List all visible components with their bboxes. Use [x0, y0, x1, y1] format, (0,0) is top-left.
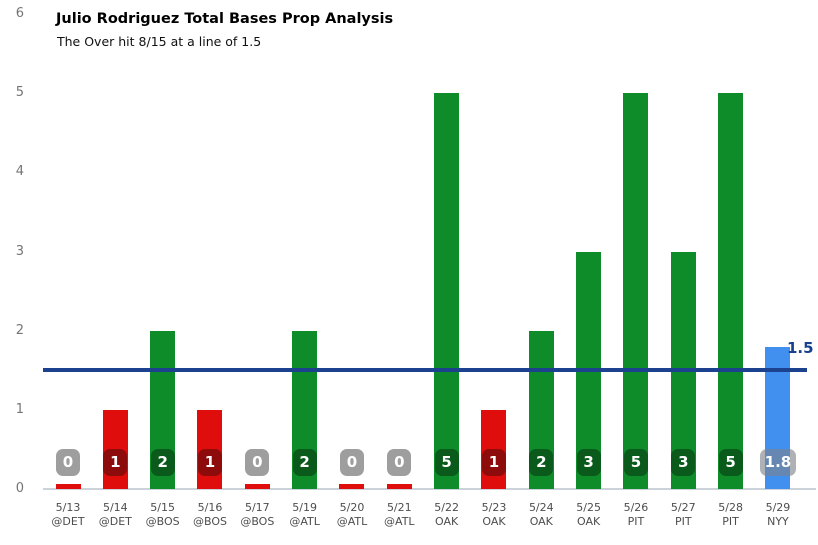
- game-bar[interactable]: [339, 484, 365, 489]
- x-axis-date: 5/25: [576, 501, 601, 514]
- x-axis-label: 5/23 OAK: [462, 501, 526, 529]
- bar-value-badge: 2: [529, 449, 554, 476]
- bar-value-badge: 2: [150, 449, 175, 476]
- x-axis-opponent: OAK: [482, 515, 506, 528]
- y-axis-tick: 2: [15, 322, 24, 338]
- x-axis-label: 5/26 PIT: [604, 501, 668, 529]
- bar-value-badge: 0: [387, 449, 412, 476]
- x-axis-date: 5/13: [55, 501, 81, 514]
- x-axis-opponent: @DET: [51, 515, 85, 528]
- x-axis-date: 5/26: [623, 501, 649, 514]
- x-axis-opponent: PIT: [674, 515, 692, 528]
- x-axis-opponent: OAK: [435, 515, 459, 528]
- x-axis-opponent: PIT: [627, 515, 645, 528]
- y-axis-tick: 3: [15, 243, 24, 259]
- x-axis-date: 5/20: [339, 501, 365, 514]
- x-axis-opponent: @ATL: [336, 515, 368, 528]
- x-axis-line: [43, 488, 816, 490]
- x-axis-opponent: @ATL: [384, 515, 415, 528]
- bar-value-badge: 1: [481, 449, 506, 476]
- y-axis-tick: 6: [15, 6, 24, 21]
- game-bar[interactable]: [623, 93, 649, 489]
- y-axis-tick: 0: [15, 481, 24, 496]
- bar-value-badge: 5: [718, 449, 743, 476]
- y-axis-tick: 5: [15, 85, 24, 101]
- x-axis-date: 5/27: [670, 501, 696, 514]
- x-axis-label: 5/21 @ATL: [367, 501, 431, 529]
- x-axis-date: 5/21: [386, 501, 412, 514]
- x-axis-date: 5/16: [197, 501, 223, 514]
- x-axis-label: 5/29 NYY: [746, 501, 810, 529]
- x-axis-label: 5/27 PIT: [651, 501, 715, 529]
- x-axis-date: 5/19: [292, 501, 317, 514]
- x-axis-label: 5/19 @ATL: [273, 501, 337, 529]
- y-axis-tick: 4: [15, 164, 24, 180]
- y-axis-tick: 1: [15, 401, 24, 417]
- x-axis-opponent: PIT: [722, 515, 739, 528]
- x-axis-date: 5/15: [150, 501, 175, 514]
- x-axis-opponent: @BOS: [192, 515, 227, 528]
- x-axis-opponent: OAK: [529, 515, 553, 528]
- page-subtitle: The Over hit 8/15 at a line of 1.5: [57, 34, 262, 49]
- prop-line: [43, 368, 807, 373]
- x-axis-opponent: OAK: [577, 515, 601, 528]
- x-axis-date: 5/29: [765, 501, 791, 514]
- x-axis-label: 5/17 @BOS: [225, 501, 289, 529]
- x-axis-opponent: NYY: [767, 515, 789, 528]
- bar-value-badge: 0: [339, 449, 364, 476]
- game-bar[interactable]: [386, 484, 412, 489]
- prop-line-label: 1.5: [787, 339, 814, 357]
- bar-value-badge: 1: [197, 449, 222, 476]
- x-axis-date: 5/28: [718, 501, 743, 514]
- bar-value-badge: 0: [245, 449, 270, 476]
- game-bar[interactable]: [434, 93, 460, 489]
- x-axis-opponent: @BOS: [145, 515, 180, 528]
- game-bar[interactable]: [718, 93, 744, 489]
- x-axis-label: 5/24 OAK: [509, 501, 573, 529]
- x-axis-label: 5/14 @DET: [83, 501, 147, 529]
- bar-value-badge: 0: [56, 449, 80, 476]
- x-axis-opponent: @ATL: [289, 515, 320, 528]
- x-axis-opponent: @DET: [98, 515, 132, 528]
- x-axis-date: 5/14: [102, 501, 128, 514]
- bar-value-badge: 5: [434, 449, 459, 476]
- bar-value-badge: 5: [623, 449, 648, 476]
- x-axis-label: 5/28 PIT: [699, 501, 763, 529]
- game-bar[interactable]: [55, 484, 81, 489]
- bar-value-badge: 3: [671, 449, 696, 476]
- x-axis-label: 5/25 OAK: [557, 501, 621, 529]
- x-axis-label: 5/13 @DET: [36, 501, 100, 529]
- x-axis-label: 5/20 @ATL: [320, 501, 384, 529]
- x-axis-label: 5/16 @BOS: [178, 501, 242, 529]
- x-axis-date: 5/22: [434, 501, 459, 514]
- bar-value-badge: 2: [292, 449, 317, 476]
- x-axis-label: 5/15 @BOS: [131, 501, 195, 529]
- x-axis-date: 5/23: [481, 501, 507, 514]
- x-axis-opponent: @BOS: [240, 515, 275, 528]
- x-axis-label: 5/22 OAK: [415, 501, 479, 529]
- page-title: Julio Rodriguez Total Bases Prop Analysi…: [56, 11, 394, 27]
- bar-value-badge: 1.8: [759, 449, 796, 476]
- bar-value-badge: 3: [576, 449, 601, 476]
- game-bar[interactable]: [244, 484, 270, 489]
- x-axis-date: 5/24: [528, 501, 554, 514]
- x-axis-date: 5/17: [244, 501, 270, 514]
- bar-value-badge: 1: [103, 449, 128, 476]
